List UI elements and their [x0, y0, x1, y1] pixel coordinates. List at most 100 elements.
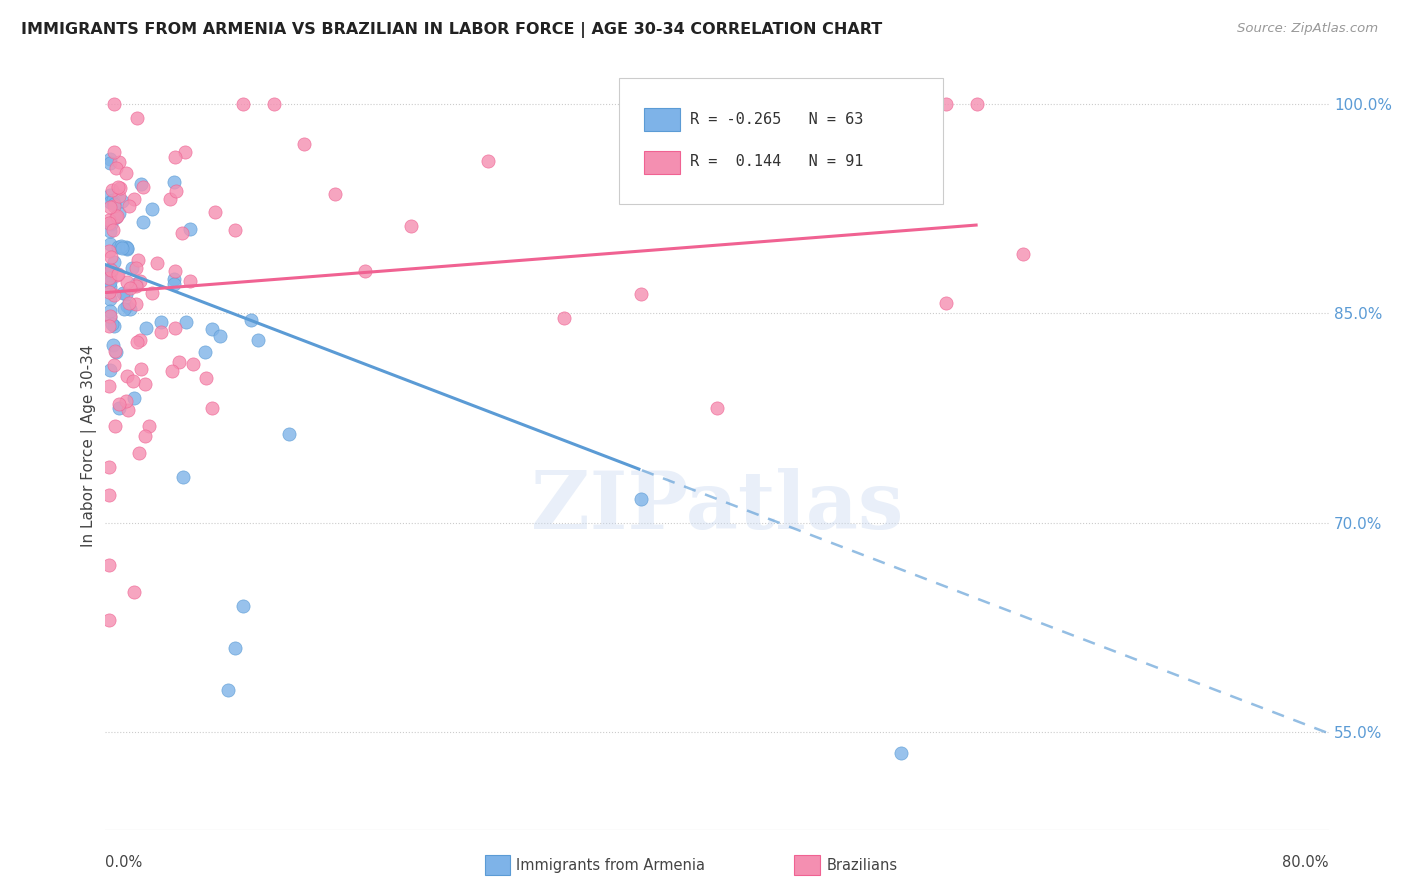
Point: [129, 177, 152, 191]
Point: [173, 145, 195, 159]
Point: [247, 333, 270, 347]
Point: [115, 300, 138, 314]
Point: [98, 187, 121, 202]
Point: [122, 585, 145, 599]
Point: [104, 161, 127, 175]
Point: [128, 446, 150, 460]
Point: [115, 241, 138, 255]
Text: Source: ZipAtlas.com: Source: ZipAtlas.com: [1237, 22, 1378, 36]
Point: [97, 318, 120, 333]
Text: 0.0%: 0.0%: [105, 855, 142, 870]
Point: [125, 260, 148, 275]
Point: [224, 641, 246, 656]
Point: [100, 265, 122, 279]
Point: [138, 419, 160, 434]
Point: [103, 197, 125, 211]
Point: [121, 374, 143, 388]
Point: [98, 309, 121, 323]
Point: [98, 224, 121, 238]
Point: [98, 362, 121, 376]
Point: [115, 240, 138, 254]
Point: [98, 304, 121, 318]
Point: [127, 111, 149, 125]
Point: [122, 192, 145, 206]
Point: [97, 488, 120, 502]
Point: [115, 166, 138, 180]
Bar: [644, 109, 681, 131]
Point: [170, 226, 193, 240]
Point: [118, 296, 141, 310]
Point: [165, 320, 187, 334]
Point: [217, 683, 239, 698]
Y-axis label: In Labor Force | Age 30-34: In Labor Force | Age 30-34: [82, 344, 97, 548]
Point: [179, 274, 201, 288]
Point: [146, 256, 169, 270]
Point: [149, 326, 172, 340]
Text: R =  0.144   N = 91: R = 0.144 N = 91: [690, 154, 863, 169]
Point: [209, 329, 232, 343]
Point: [103, 343, 125, 358]
Point: [163, 150, 186, 164]
Point: [103, 358, 125, 372]
Point: [107, 268, 129, 282]
Point: [131, 361, 153, 376]
Point: [167, 355, 190, 369]
Point: [232, 97, 254, 112]
Point: [98, 200, 121, 214]
Point: [120, 302, 142, 317]
Point: [125, 335, 148, 350]
Point: [174, 315, 197, 329]
Point: [98, 310, 121, 324]
Point: [135, 320, 157, 334]
Text: Immigrants from Armenia: Immigrants from Armenia: [516, 858, 704, 872]
Point: [278, 426, 301, 441]
Point: [172, 470, 194, 484]
Point: [477, 153, 499, 168]
Point: [121, 261, 143, 276]
Text: 80.0%: 80.0%: [1282, 855, 1329, 870]
Point: [399, 219, 422, 233]
Point: [132, 215, 155, 229]
Point: [115, 394, 138, 409]
Point: [630, 491, 652, 506]
Point: [108, 189, 131, 203]
Point: [98, 379, 121, 393]
Point: [124, 277, 146, 292]
Point: [134, 429, 156, 443]
Point: [127, 253, 149, 268]
Point: [111, 285, 134, 300]
Point: [263, 97, 285, 112]
Point: [98, 152, 121, 166]
Point: [100, 217, 122, 231]
Point: [103, 338, 125, 352]
Point: [103, 223, 125, 237]
Point: [104, 418, 127, 433]
Point: [122, 392, 145, 406]
Point: [98, 275, 121, 289]
Point: [105, 210, 128, 224]
Text: IMMIGRANTS FROM ARMENIA VS BRAZILIAN IN LABOR FORCE | AGE 30-34 CORRELATION CHAR: IMMIGRANTS FROM ARMENIA VS BRAZILIAN IN …: [21, 22, 883, 38]
Point: [159, 192, 181, 206]
Point: [100, 183, 122, 197]
Point: [141, 202, 163, 216]
Point: [239, 313, 262, 327]
Point: [112, 301, 135, 316]
Point: [117, 402, 139, 417]
Point: [98, 272, 121, 286]
Point: [163, 272, 186, 286]
Point: [125, 279, 148, 293]
Point: [201, 401, 224, 416]
Point: [1012, 247, 1035, 261]
Point: [115, 242, 138, 256]
Point: [117, 275, 139, 289]
Point: [103, 145, 125, 159]
Point: [111, 241, 134, 255]
Point: [163, 264, 186, 278]
Point: [165, 184, 187, 198]
Point: [105, 211, 128, 225]
Point: [129, 333, 152, 347]
Point: [163, 277, 186, 292]
Point: [97, 216, 120, 230]
Text: ZIPatlas: ZIPatlas: [531, 468, 903, 547]
Point: [103, 255, 125, 269]
